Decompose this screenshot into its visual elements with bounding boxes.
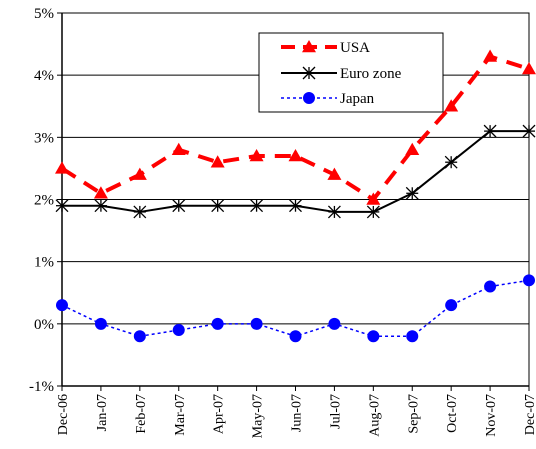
y-axis-tick-labels: -1% 0% 1% 2% 3% 4% 5% (29, 6, 54, 395)
legend-label: USA (340, 40, 370, 56)
data-point (289, 330, 302, 343)
data-point (366, 192, 381, 205)
data-point (172, 324, 185, 337)
x-tick-label: Dec-07 (523, 394, 536, 435)
data-point (484, 280, 497, 293)
data-point (522, 61, 536, 75)
x-tick-label: Nov-07 (484, 394, 499, 437)
series-euro-zone (55, 124, 536, 219)
x-axis-tick-labels: Dec-06 Jan-07 Feb-07 Mar-07 Apr-07 May-07 Jun-… (56, 394, 536, 438)
data-point (289, 199, 302, 213)
x-tick-label: Dec-06 (56, 394, 71, 435)
y-tick-label: 2% (34, 193, 54, 209)
data-point (483, 49, 498, 62)
legend-item: USA (281, 40, 370, 56)
y-tick-label: 1% (34, 255, 54, 271)
x-tick-label: Apr-07 (212, 394, 227, 434)
x-tick-label: Aug-07 (367, 394, 382, 437)
data-point (405, 142, 420, 156)
x-tick-label: Sep-07 (406, 394, 421, 434)
data-point (405, 186, 419, 200)
data-point (445, 299, 458, 312)
data-point (171, 142, 186, 156)
data-point (211, 199, 225, 213)
x-tick-label: Oct-07 (445, 394, 460, 433)
y-tick-label: 5% (34, 6, 54, 22)
data-point (366, 205, 380, 219)
legend-item: Euro zone (281, 66, 402, 82)
legend: USA Euro zone Japan (258, 32, 444, 113)
y-tick-label: 0% (34, 317, 54, 333)
data-point (55, 161, 69, 174)
data-point (406, 330, 419, 343)
data-point (94, 199, 108, 213)
data-point (172, 199, 186, 213)
data-point (523, 274, 535, 287)
data-point (444, 99, 459, 112)
x-tick-label: Jan-07 (95, 394, 110, 431)
data-point (133, 330, 146, 343)
series-line (61, 279, 530, 338)
legend-marker (303, 92, 315, 104)
data-point (327, 205, 341, 219)
legend-marker (302, 66, 316, 80)
data-point (211, 317, 224, 330)
data-point (56, 299, 68, 312)
x-tick-label: Feb-07 (134, 394, 149, 434)
data-point (444, 155, 458, 169)
data-point (250, 317, 263, 330)
data-point (133, 205, 147, 219)
legend-label: Japan (340, 91, 375, 107)
x-tick-label: May-07 (251, 394, 266, 438)
data-point (250, 199, 264, 213)
data-point (249, 148, 264, 162)
plot-area (57, 12, 530, 391)
data-point (288, 148, 303, 162)
data-point (483, 124, 497, 138)
data-point (210, 155, 225, 168)
data-point (55, 199, 69, 213)
y-tick-label: 4% (34, 68, 54, 84)
data-point (94, 317, 107, 330)
data-point (522, 124, 536, 138)
data-point (367, 330, 380, 343)
series-usa (55, 49, 536, 205)
x-tick-label: Jul-07 (328, 394, 343, 429)
y-tick-label: 3% (34, 130, 54, 146)
x-tick-label: Jun-07 (290, 394, 305, 432)
x-tick-label: Mar-07 (173, 394, 188, 436)
data-point (93, 186, 108, 199)
series-layer (55, 49, 536, 343)
data-point (132, 167, 147, 180)
series-japan (56, 274, 535, 343)
legend-marker (302, 40, 316, 53)
legend-item: Japan (281, 91, 375, 107)
data-point (328, 317, 341, 330)
y-tick-label: -1% (29, 379, 54, 395)
data-point (327, 167, 342, 180)
legend-label: Euro zone (340, 66, 402, 82)
